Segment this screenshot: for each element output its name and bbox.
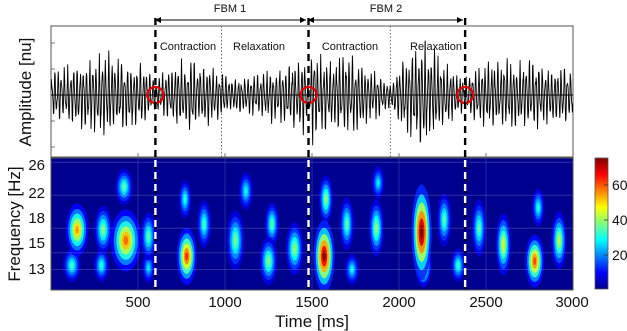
amplitude-ylabel: Amplitude [nu] <box>16 38 35 147</box>
spectrogram-blob <box>142 252 155 284</box>
spectrogram-blob <box>471 199 487 257</box>
signal-trace <box>51 40 573 146</box>
spectrogram-axes-frame <box>50 157 574 291</box>
fbm-boundary-lines <box>154 18 467 290</box>
spectrogram-blob <box>176 227 197 285</box>
spectrogram-panel: 26 22 18 15 13 500 1000 1500 2000 2500 3… <box>5 157 589 331</box>
fbm-1-bracket: FBM 1 <box>155 3 306 23</box>
colorbar-tick-40: 40 <box>612 212 627 228</box>
ytick-13: 13 <box>28 261 45 278</box>
spectrogram-blob <box>65 203 89 257</box>
relaxation-2-label: Relaxation <box>410 41 462 53</box>
spectrogram-blob <box>197 200 212 248</box>
fbm-2-bracket: FBM 2 <box>308 3 463 23</box>
spectrogram-blob <box>115 168 133 205</box>
spectrogram-blob <box>110 209 141 272</box>
colorbar-tick-60: 60 <box>612 177 627 193</box>
colorbar-tick-20: 20 <box>612 247 627 263</box>
colorbar-gradient <box>594 157 609 290</box>
spectrogram-blob <box>451 248 466 282</box>
spectrogram-blob <box>63 248 81 282</box>
xtick-1000: 1000 <box>208 294 241 311</box>
spectrogram-blob <box>495 213 511 276</box>
spectrogram-blob <box>318 175 333 224</box>
fbm-1-label: FBM 1 <box>214 3 246 15</box>
spectrogram-blob <box>178 180 192 219</box>
signal-panel: Contraction Relaxation Contraction Relax… <box>16 25 574 290</box>
spectrogram-blob <box>313 220 335 290</box>
spectrogram-blob <box>551 211 567 270</box>
contraction-1-label: Contraction <box>160 41 216 53</box>
xtick-2500: 2500 <box>469 294 502 311</box>
ytick-26: 26 <box>28 157 45 174</box>
time-xlabel: Time [ms] <box>275 312 349 331</box>
frequency-ylabel: Frequency [Hz] <box>5 166 24 281</box>
relaxation-1-label: Relaxation <box>233 41 285 53</box>
spectrogram-blob <box>437 193 452 247</box>
spectrogram-blob <box>140 212 157 261</box>
spectrogram-blob <box>259 237 278 286</box>
spectrogram-blob <box>94 205 113 254</box>
spectrogram-blob <box>226 210 245 271</box>
ytick-18: 18 <box>28 210 45 227</box>
ytick-22: 22 <box>28 185 45 202</box>
spectrogram-blob <box>531 188 545 227</box>
spectrogram-blob <box>525 234 545 288</box>
fbm-2-label: FBM 2 <box>370 3 402 15</box>
xtick-500: 500 <box>125 294 150 311</box>
spectrogram-blobs <box>63 166 567 290</box>
spectrogram-blob <box>264 202 280 246</box>
spectrogram-blob <box>368 199 384 257</box>
spectrogram-blob <box>344 253 360 285</box>
colorbar: 60 40 20 <box>594 157 627 290</box>
spectrogram-blob <box>285 222 304 276</box>
contraction-2-label: Contraction <box>322 41 378 53</box>
spectrogram-blob <box>238 171 253 211</box>
fbm-brackets: FBM 1 FBM 2 <box>155 3 463 23</box>
spectrogram-blob <box>411 184 432 281</box>
xtick-3000: 3000 <box>555 294 588 311</box>
spectrogram-blob <box>371 166 385 200</box>
ytick-15: 15 <box>28 235 45 252</box>
spectrogram-blob <box>93 248 110 282</box>
xtick-1500: 1500 <box>295 294 328 311</box>
xtick-2000: 2000 <box>382 294 415 311</box>
spectrogram-blob <box>339 197 354 251</box>
